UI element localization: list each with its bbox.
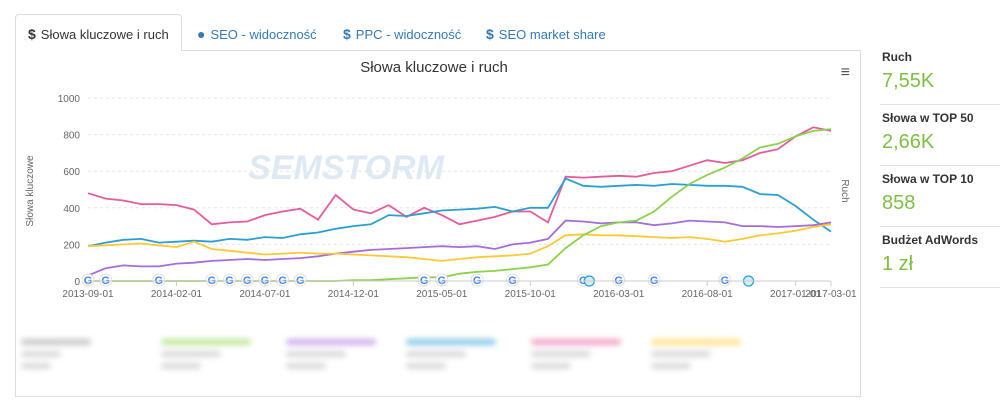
tab-seo-market-share[interactable]: $ SEO market share	[486, 18, 606, 51]
dollar-icon: $	[28, 26, 36, 42]
x-tick-label: 2016-03-01	[593, 289, 645, 300]
tab-keywords-traffic[interactable]: $ Słowa kluczowe i ruch	[15, 14, 182, 52]
watermark-text: SEMSTORM	[248, 149, 445, 187]
x-tick-label: 2017-03-01	[805, 289, 857, 300]
y-tick-label: 1000	[58, 94, 81, 105]
x-tick-label: 2014-12-01	[328, 289, 380, 300]
metric-top10: Słowa w TOP 10 858	[880, 166, 1000, 227]
y-tick-label: 0	[74, 277, 80, 288]
tab-label: Słowa kluczowe i ruch	[40, 27, 169, 42]
tab-ppc-visibility[interactable]: $ PPC - widoczność	[343, 18, 461, 51]
tab-label: SEO market share	[498, 27, 606, 42]
y-axis-label: Słowa kluczowe	[25, 155, 36, 227]
x-tick-label: 2014-07-01	[239, 289, 291, 300]
dollar-icon: $	[343, 26, 351, 42]
dollar-icon: $	[486, 26, 494, 42]
globe-icon: ●	[197, 26, 206, 42]
tab-seo-visibility[interactable]: ● SEO - widoczność	[197, 18, 317, 51]
metric-top50: Słowa w TOP 50 2,66K	[880, 105, 1000, 166]
y-tick-label: 600	[63, 167, 80, 178]
y-tick-label: 200	[63, 240, 80, 251]
series-line-4	[87, 223, 832, 262]
series-line-3	[87, 219, 832, 277]
y-tick-label: 800	[63, 131, 80, 142]
series-line-1	[87, 126, 832, 226]
tab-label: PPC - widoczność	[355, 27, 462, 42]
y-tick-label: 400	[63, 204, 80, 215]
metrics-sidebar: Ruch 7,55K Słowa w TOP 50 2,66K Słowa w …	[880, 44, 1000, 288]
chart-menu-button[interactable]: ≡	[840, 64, 850, 81]
series-line-2	[87, 177, 832, 248]
x-tick-label: 2015-05-01	[416, 289, 468, 300]
line-chart: SEMSTORM GGGGGGGGGGGGGGGGG 0200400600800…	[25, 94, 857, 300]
x-tick-label: 2014-02-01	[151, 289, 203, 300]
blurred-competitor-table	[21, 323, 863, 397]
metric-adwords-budget: Budżet AdWords 1 zł	[880, 227, 1000, 288]
chart-title: Słowa kluczowe i ruch	[360, 59, 508, 76]
x-tick-label: 2013-09-01	[62, 289, 114, 300]
tab-bar: $ Słowa kluczowe i ruch ● SEO - widoczność…	[15, 14, 861, 52]
x-tick-label: 2016-08-01	[682, 289, 734, 300]
y2-axis-label: Ruch	[839, 179, 850, 202]
tab-label: SEO - widoczność	[210, 27, 317, 42]
x-tick-label: 2015-10-01	[505, 289, 557, 300]
x-tick-label: 2017-01-01	[770, 289, 822, 300]
metric-traffic: Ruch 7,55K	[880, 44, 1000, 105]
